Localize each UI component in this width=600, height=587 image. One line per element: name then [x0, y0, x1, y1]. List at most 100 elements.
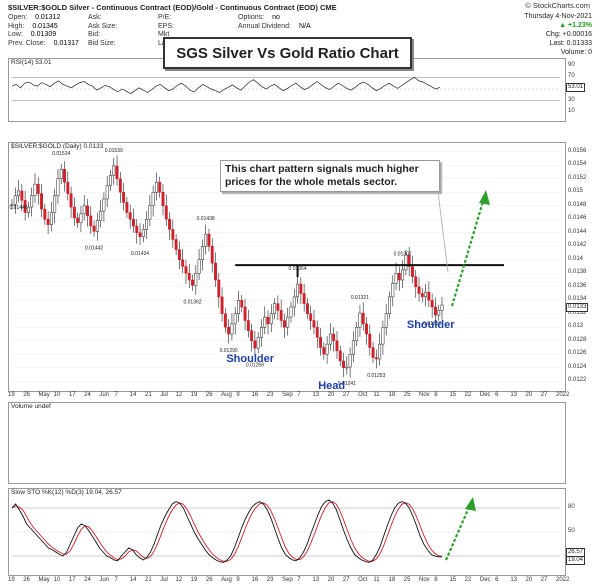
header-stat: Prev. Close: 0.01317 — [8, 40, 79, 49]
candle-body — [158, 181, 162, 193]
candle-body — [312, 320, 316, 328]
candle-body — [384, 313, 388, 328]
stat-key: Mkt — [158, 31, 170, 38]
x-tick-label: 11 — [373, 577, 380, 583]
x-tick-label: 13 — [312, 577, 320, 583]
x-tick-label: 11 — [373, 392, 380, 398]
x-tick-label: May — [38, 577, 50, 583]
candle-body — [388, 296, 391, 314]
change-percent: ▲ +1.23% — [559, 22, 592, 29]
stat-key: Bid Size: — [88, 39, 116, 47]
stoch-arrow-head — [465, 497, 476, 511]
header-stat: Low: 0.01309 — [8, 31, 56, 40]
price-point-label: 0.01362 — [183, 300, 201, 306]
candle-body — [148, 205, 152, 220]
pattern-annotation: Head — [318, 379, 346, 392]
candle-body — [191, 279, 194, 286]
candle-body — [10, 204, 14, 206]
price-y-tick: 0.0126 — [568, 350, 587, 357]
stoch-arrow-line — [444, 504, 472, 561]
stat-value: 0.01317 — [53, 39, 79, 47]
stat-value: N/A — [298, 22, 311, 30]
candle-body — [187, 273, 191, 281]
candle-body — [430, 300, 434, 308]
candle-body — [227, 327, 231, 335]
candle-body — [348, 354, 352, 368]
x-tick-label: 7 — [297, 577, 301, 583]
candle-body — [217, 279, 221, 298]
x-tick-label: 16 — [251, 577, 259, 583]
stat-key: Ask Size: — [88, 22, 118, 30]
rsi-y-tick: 90 — [568, 61, 575, 68]
price-point-label: 0.01290 — [220, 348, 238, 354]
candle-body — [154, 181, 158, 193]
header-stat: Options: no — [238, 14, 280, 23]
stat-value: 0.01312 — [35, 14, 61, 21]
x-tick-label: 9 — [236, 392, 240, 398]
price-point-label: 0.01321 — [351, 295, 369, 301]
x-tick-label: 27 — [540, 577, 548, 583]
candle-body — [282, 320, 286, 328]
x-tick-label: 13 — [510, 392, 518, 398]
x-tick-label: 18 — [388, 577, 396, 583]
x-tick-label: 16 — [251, 392, 259, 398]
candle-body — [145, 219, 149, 230]
candle-body — [132, 219, 135, 227]
pattern-annotation: Shoulder — [406, 319, 455, 332]
candle-body — [135, 225, 139, 233]
candle-body — [122, 192, 126, 203]
candle-body — [118, 178, 122, 193]
candle-body — [95, 220, 99, 232]
price-y-tick: 0.0128 — [568, 336, 587, 343]
candle-body — [128, 212, 132, 220]
stat-key: Low: — [8, 31, 23, 38]
x-tick-label: 24 — [84, 577, 91, 583]
candle-body — [368, 333, 372, 348]
x-tick-label: 13 — [510, 577, 518, 583]
header-stat: Ask Size: — [88, 23, 125, 32]
price-y-tick: 0.0144 — [568, 228, 587, 235]
x-tick-label: 7 — [297, 392, 301, 398]
candle-body — [401, 269, 405, 281]
header-stat: EPS: — [158, 23, 182, 32]
x-tick-label: 7 — [114, 392, 118, 398]
x-tick-label: Dec — [479, 392, 491, 398]
candle-body — [420, 293, 424, 298]
candle-body — [86, 205, 89, 217]
x-tick-label: 20 — [327, 392, 335, 398]
price-point-label: 0.01445 — [10, 205, 28, 211]
pattern-note: This chart pattern signals much higher p… — [220, 160, 440, 192]
candle-body — [305, 303, 309, 314]
price-point-label: 0.01438 — [197, 216, 215, 222]
x-tick-label: 17 — [68, 577, 76, 583]
candle-body — [440, 304, 444, 311]
candle-body — [266, 316, 270, 325]
candle-body — [207, 233, 211, 247]
stat-key: Bid: — [88, 31, 101, 38]
price-y-tick: 0.0124 — [568, 363, 587, 370]
candle-body — [299, 283, 303, 294]
header-stat: Mkt — [158, 31, 177, 40]
x-tick-label: 10 — [53, 577, 61, 583]
candle-body — [407, 254, 411, 267]
x-tick-label: 17 — [68, 392, 76, 398]
candle-body — [214, 262, 217, 281]
stat-key: P/E: — [158, 14, 172, 21]
candle-body — [23, 200, 27, 213]
x-tick-label: 19 — [8, 392, 15, 398]
x-tick-label: 13 — [312, 392, 320, 398]
price-y-tick: 0.0154 — [568, 161, 587, 168]
candle-body — [279, 310, 283, 321]
candle-body — [184, 266, 188, 274]
symbol-title: $SILVER:$GOLD Silver - Continuous Contra… — [8, 3, 337, 12]
rsi-line — [11, 76, 441, 95]
candle-body — [26, 206, 30, 213]
x-tick-label: 26 — [205, 392, 213, 398]
header-stat: Bid Size: — [88, 40, 124, 49]
stat-value: 0.01345 — [32, 22, 58, 30]
candle-body — [319, 337, 322, 348]
x-tick-label: 21 — [145, 392, 152, 398]
x-tick-label: 21 — [145, 577, 152, 583]
volume-panel — [8, 402, 566, 484]
x-tick-label: 14 — [129, 392, 137, 398]
